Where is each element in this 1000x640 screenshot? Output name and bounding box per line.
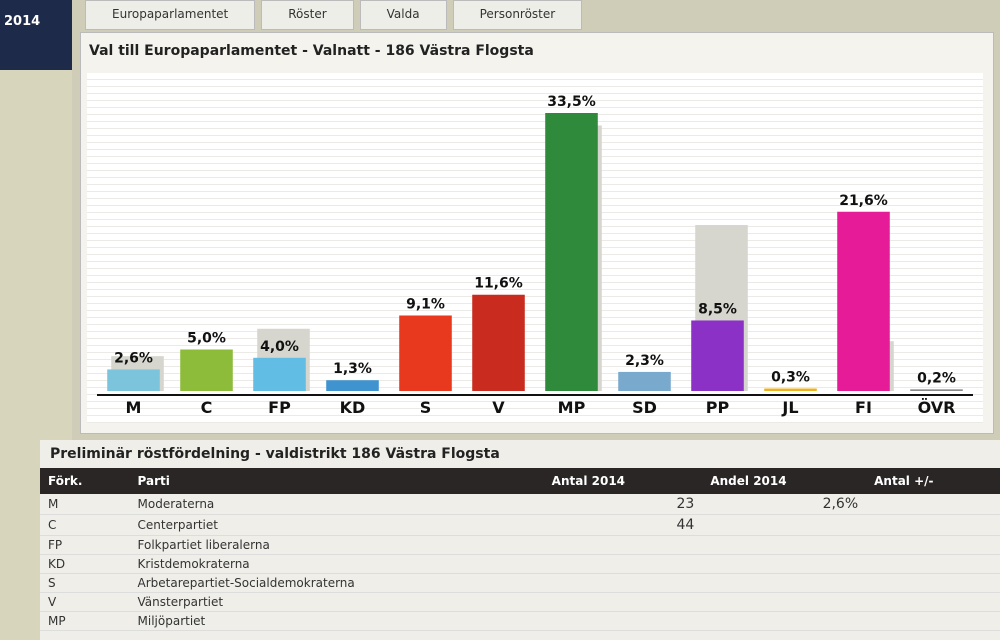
value-label: 2,6% bbox=[114, 350, 153, 366]
column-header: Parti bbox=[129, 468, 544, 494]
bar bbox=[837, 211, 890, 391]
table-cell bbox=[543, 611, 703, 631]
table-row: C Centerpartiet 44 bbox=[40, 514, 1000, 536]
table-cell: Moderaterna bbox=[129, 494, 544, 515]
x-tick-label: FP bbox=[268, 398, 291, 417]
x-tick-label: ÖVR bbox=[918, 398, 956, 417]
table-cell: V bbox=[40, 592, 130, 612]
table-cell bbox=[702, 573, 867, 593]
chart-title: Val till Europaparlamentet - Valnatt - 1… bbox=[89, 43, 534, 59]
table-cell bbox=[866, 592, 1000, 612]
table-cell: MP bbox=[40, 611, 130, 631]
x-tick-label: V bbox=[492, 398, 505, 417]
table-cell bbox=[702, 535, 867, 555]
table-cell: 23 bbox=[543, 494, 703, 515]
table-cell bbox=[866, 494, 1000, 515]
table-cell bbox=[866, 535, 1000, 555]
tab[interactable]: Valda bbox=[359, 0, 447, 30]
value-label: 0,2% bbox=[917, 370, 956, 386]
x-tick-label: C bbox=[201, 398, 213, 417]
bar bbox=[910, 389, 963, 391]
table-row: M Moderaterna 23 2,6% bbox=[40, 494, 1000, 515]
x-tick-label: KD bbox=[340, 398, 366, 417]
column-header: Förk. bbox=[40, 468, 130, 494]
bar bbox=[107, 369, 160, 391]
bar bbox=[691, 320, 744, 391]
table-cell: S bbox=[40, 573, 130, 593]
table-cell bbox=[866, 573, 1000, 593]
table-cell: M bbox=[40, 494, 130, 515]
table: Förk. Parti Antal 2014 Andel 2014 Antal +/- M… bbox=[40, 468, 1000, 631]
table-cell: Centerpartiet bbox=[129, 514, 544, 536]
value-label: 21,6% bbox=[839, 193, 888, 209]
value-label: 11,6% bbox=[474, 276, 523, 292]
table-cell bbox=[702, 554, 867, 574]
value-label: 8,5% bbox=[698, 301, 737, 317]
x-tick-label: FI bbox=[855, 398, 872, 417]
value-label: 2,3% bbox=[625, 353, 664, 369]
bar bbox=[472, 294, 525, 391]
table-row: FP Folkpartiet liberalerna bbox=[40, 535, 1000, 555]
table-cell: Folkpartiet liberalerna bbox=[129, 535, 544, 555]
table-row: S Arbetarepartiet-Socialdemokraterna bbox=[40, 573, 1000, 593]
plot-area: 2,6% M 5,0% C 4,0% FP 1,3% KD 9,1% S 11,6% V 33,5% MP… bbox=[87, 73, 983, 423]
table-panel: Preliminär röstfördelning - valdistrikt … bbox=[40, 440, 1000, 640]
year: 2014 bbox=[4, 14, 41, 29]
table-cell: Kristdemokraterna bbox=[129, 554, 544, 574]
value-label: 33,5% bbox=[547, 94, 596, 110]
table-cell bbox=[702, 592, 867, 612]
table-title: Preliminär röstfördelning - valdistrikt … bbox=[50, 446, 500, 462]
bar bbox=[399, 315, 452, 391]
x-tick-label: JL bbox=[781, 398, 798, 417]
bar bbox=[545, 113, 598, 391]
chart-panel: Val till Europaparlamentet - Valnatt - 1… bbox=[80, 32, 994, 434]
table-cell bbox=[866, 514, 1000, 536]
table-row: MP Miljöpartiet bbox=[40, 611, 1000, 631]
table-cell: 2,6% bbox=[702, 494, 867, 515]
table-cell bbox=[702, 514, 867, 536]
bar bbox=[764, 388, 817, 391]
table-cell bbox=[543, 535, 703, 555]
bar bbox=[253, 357, 306, 391]
table-cell: FP bbox=[40, 535, 130, 555]
table-cell bbox=[543, 554, 703, 574]
value-label: 1,3% bbox=[333, 361, 372, 377]
table-cell bbox=[702, 611, 867, 631]
table-cell: KD bbox=[40, 554, 130, 574]
x-tick-label: PP bbox=[706, 398, 730, 417]
table-row: V Vänsterpartiet bbox=[40, 592, 1000, 612]
value-label: 5,0% bbox=[187, 331, 226, 347]
tab[interactable]: Personröster bbox=[452, 0, 583, 30]
x-tick-label: M bbox=[126, 398, 142, 417]
table-cell: C bbox=[40, 514, 130, 536]
x-tick-label: S bbox=[420, 398, 432, 417]
value-label: 9,1% bbox=[406, 296, 445, 312]
table-cell: 44 bbox=[543, 514, 703, 536]
bar bbox=[618, 371, 671, 391]
value-label: 4,0% bbox=[260, 339, 299, 355]
bar bbox=[326, 380, 379, 391]
table-row: KD Kristdemokraterna bbox=[40, 554, 1000, 574]
table-cell bbox=[543, 573, 703, 593]
x-tick-label: SD bbox=[632, 398, 657, 417]
value-label: 0,3% bbox=[771, 370, 810, 386]
table-cell bbox=[866, 554, 1000, 574]
table-cell: Arbetarepartiet-Socialdemokraterna bbox=[129, 573, 544, 593]
tab[interactable]: Europaparlamentet bbox=[85, 0, 256, 30]
table-cell: Miljöpartiet bbox=[129, 611, 544, 631]
table-cell: Vänsterpartiet bbox=[129, 592, 544, 612]
column-header: Andel 2014 bbox=[702, 468, 867, 494]
table-cell bbox=[543, 592, 703, 612]
x-tick-label: MP bbox=[558, 398, 586, 417]
chart: 2,6% M 5,0% C 4,0% FP 1,3% KD 9,1% S 11,6% V 33,5% MP… bbox=[97, 94, 973, 417]
tab[interactable]: Röster bbox=[261, 0, 354, 30]
table-cell bbox=[866, 611, 1000, 631]
column-header: Antal 2014 bbox=[543, 468, 703, 494]
bar bbox=[180, 349, 233, 391]
tabs: Europaparlamentet Röster Valda Personröster bbox=[85, 0, 583, 30]
column-header: Antal +/- bbox=[866, 468, 1000, 494]
